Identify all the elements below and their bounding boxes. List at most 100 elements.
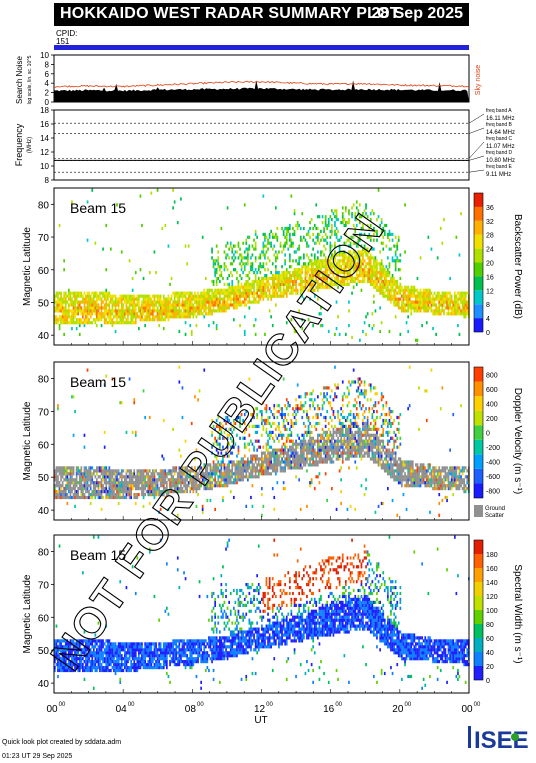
colorbar-swatch bbox=[474, 468, 483, 484]
colorbar-swatch bbox=[474, 454, 483, 469]
frequency-tick-label: 14 bbox=[40, 134, 49, 143]
timestamp-text: 01:23 UT 29 Sep 2025 bbox=[2, 753, 73, 760]
colorbar-tick-label: 20 bbox=[486, 261, 494, 268]
colorbar-tick-label: 0 bbox=[486, 330, 490, 337]
cpid-label: CPID: bbox=[56, 29, 78, 38]
frequency-band-name: freq band E bbox=[486, 164, 513, 170]
frequency-tick-label: 10 bbox=[40, 162, 49, 171]
sky-noise-legend: Sky noise bbox=[475, 65, 482, 95]
colorbar-swatch bbox=[474, 425, 483, 440]
noise-tick-label: 6 bbox=[45, 70, 50, 79]
logo-text: ISEE bbox=[474, 727, 529, 754]
frequency-axis-unit: (MHz) bbox=[27, 137, 33, 153]
latitude-tick-label: 40 bbox=[38, 506, 50, 517]
ground-scatter-label: Scatter bbox=[485, 513, 504, 519]
beam-label: Beam 15 bbox=[70, 374, 126, 390]
latitude-tick-label: 50 bbox=[38, 473, 50, 484]
colorbar-swatch bbox=[474, 248, 483, 263]
colorbar-swatch bbox=[474, 193, 483, 207]
noise-axis-label: Search Noise bbox=[15, 55, 24, 104]
colorbar-tick-label: -400 bbox=[486, 460, 500, 467]
colorbar-tick-label: 200 bbox=[486, 416, 498, 423]
colorbar-tick-label: 140 bbox=[486, 580, 498, 587]
colorbar-tick-label: 600 bbox=[486, 387, 498, 394]
latitude-tick-label: 80 bbox=[38, 200, 50, 211]
latitude-axis-label: Magnetic Latitude bbox=[22, 401, 33, 480]
time-tick-minutes: 00 bbox=[474, 702, 481, 708]
time-tick-label: 16 bbox=[323, 704, 335, 715]
colorbar-swatch bbox=[474, 666, 483, 680]
colorbar-swatch bbox=[474, 610, 483, 624]
colorbar-label: Doppler Velocity (m s⁻¹) bbox=[512, 388, 523, 494]
heatmap-background bbox=[54, 535, 469, 693]
latitude-tick-label: 60 bbox=[38, 440, 50, 451]
colorbar-swatch bbox=[474, 624, 483, 638]
sky-noise-line bbox=[53, 80, 470, 88]
colorbar-tick-label: 36 bbox=[486, 205, 494, 212]
frequency-band-leader bbox=[468, 169, 485, 173]
colorbar-tick-label: 28 bbox=[486, 233, 494, 240]
time-axis-label: UT bbox=[254, 715, 267, 726]
colorbar-tick-label: -600 bbox=[486, 474, 500, 481]
latitude-tick-label: 50 bbox=[38, 298, 50, 309]
plot-date: 28 Sep 2025 bbox=[371, 5, 463, 22]
colorbar-tick-label: 20 bbox=[486, 664, 494, 671]
colorbar-swatch bbox=[474, 206, 483, 221]
noise-floor-area bbox=[54, 80, 469, 102]
frequency-band-leader bbox=[468, 113, 485, 124]
frequency-band-name: freq band B bbox=[486, 122, 513, 128]
latitude-axis-label: Magnetic Latitude bbox=[22, 574, 33, 653]
colorbar-label: Spectral Width (m s⁻¹) bbox=[512, 564, 523, 663]
noise-tick-label: 2 bbox=[45, 89, 50, 98]
colorbar-swatch bbox=[474, 638, 483, 652]
colorbar-tick-label: 80 bbox=[486, 622, 494, 629]
colorbar-tick-label: 60 bbox=[486, 636, 494, 643]
frequency-tick-label: 18 bbox=[40, 106, 49, 115]
colorbar-swatch bbox=[474, 304, 483, 319]
colorbar-tick-label: 180 bbox=[486, 552, 498, 559]
colorbar-tick-label: 800 bbox=[486, 372, 498, 379]
heatmap-cells bbox=[54, 535, 470, 690]
frequency-band-leader bbox=[468, 127, 485, 134]
colorbar-swatch bbox=[474, 596, 483, 610]
colorbar-swatch bbox=[474, 290, 483, 305]
ground-scatter-swatch bbox=[474, 505, 483, 517]
colorbar-swatch bbox=[474, 262, 483, 277]
heatmap-cells bbox=[54, 188, 470, 342]
plot-title: HOKKAIDO WEST RADAR SUMMARY PLOT bbox=[60, 5, 400, 22]
cpid-value: 151 bbox=[56, 37, 70, 46]
latitude-tick-label: 70 bbox=[38, 233, 50, 244]
frequency-band-value: 9.11 MHz bbox=[486, 172, 511, 178]
colorbar-tick-label: 24 bbox=[486, 247, 494, 254]
frequency-tick-label: 12 bbox=[40, 148, 49, 157]
time-tick-minutes: 00 bbox=[266, 702, 273, 708]
colorbar-tick-label: 0 bbox=[486, 431, 490, 438]
time-tick-label: 08 bbox=[185, 704, 197, 715]
colorbar-swatch bbox=[474, 318, 483, 332]
time-tick-minutes: 00 bbox=[335, 702, 342, 708]
frequency-panel-frame bbox=[53, 109, 470, 181]
colorbar-tick-label: 100 bbox=[486, 608, 498, 615]
frequency-band-value: 16.11 MHz bbox=[486, 116, 515, 122]
colorbar-label: Backscatter Power (dB) bbox=[512, 214, 523, 319]
colorbar-swatch bbox=[474, 483, 483, 498]
time-tick-minutes: 00 bbox=[128, 702, 135, 708]
colorbar-tick-label: 160 bbox=[486, 566, 498, 573]
time-tick-label: 04 bbox=[116, 704, 128, 715]
colorbar-swatch bbox=[474, 410, 483, 426]
frequency-band-value: 11.07 MHz bbox=[486, 144, 515, 150]
frequency-band-name: freq band C bbox=[486, 136, 513, 142]
time-tick-label: 00 bbox=[46, 704, 58, 715]
noise-axis-sublabel: log scale, lin. sc. 10^5 bbox=[27, 55, 33, 104]
colorbar-swatch bbox=[474, 381, 483, 397]
heatmap-cells bbox=[54, 365, 470, 517]
latitude-tick-label: 70 bbox=[38, 580, 50, 591]
latitude-tick-label: 60 bbox=[38, 266, 50, 277]
time-tick-minutes: 00 bbox=[197, 702, 204, 708]
cpid-bar bbox=[54, 45, 469, 50]
colorbar-swatch bbox=[474, 568, 483, 582]
latitude-tick-label: 80 bbox=[38, 374, 50, 385]
frequency-axis-label: Frequency bbox=[14, 123, 24, 166]
colorbar-frame bbox=[473, 366, 484, 499]
time-tick-label: 00 bbox=[461, 704, 473, 715]
